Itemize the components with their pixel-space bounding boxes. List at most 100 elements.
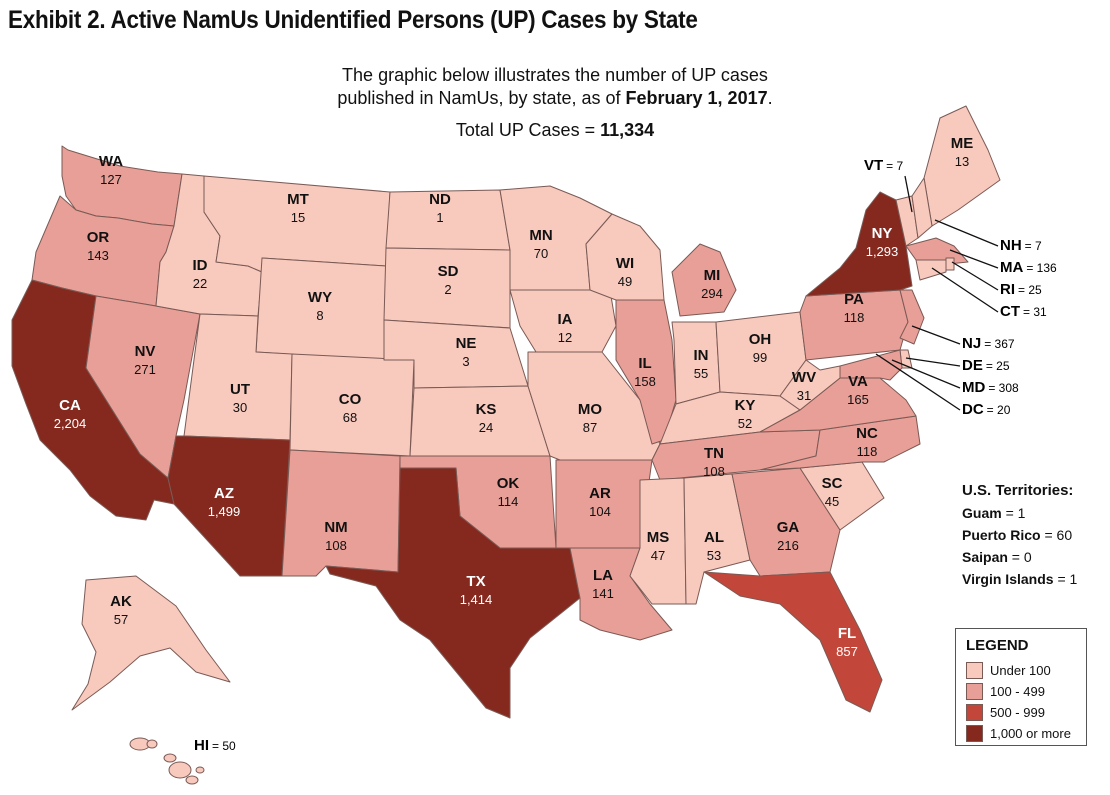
- state-abbr-label: MN: [529, 227, 552, 244]
- state-value-label: 31: [797, 388, 811, 403]
- callout-leader-line: [875, 353, 961, 411]
- state-abbr-label: KY: [735, 397, 756, 414]
- state-value-label: 114: [498, 494, 519, 509]
- territory-item: Puerto Rico = 60: [962, 524, 1077, 546]
- state-abbr-label: CO: [339, 391, 362, 408]
- state-abbr-label: IL: [638, 355, 651, 372]
- state-shapes: [11, 105, 1001, 785]
- state-abbr-label: AL: [704, 529, 724, 546]
- state-az: [167, 435, 291, 577]
- state-ak: [71, 575, 231, 711]
- state-value-label: 3: [462, 354, 469, 369]
- legend-item: 100 - 499: [966, 681, 1076, 702]
- state-value-label: 1,414: [460, 592, 493, 607]
- state-abbr-label: OK: [497, 475, 520, 492]
- legend-label: 100 - 499: [990, 684, 1045, 699]
- territory-value: = 0: [1011, 549, 1032, 565]
- state-nm: [281, 449, 401, 577]
- state-value-label: 143: [87, 248, 109, 263]
- state-abbr-label: TX: [466, 573, 485, 590]
- state-value-label: 271: [134, 362, 156, 377]
- state-abbr-label: ND: [429, 191, 451, 208]
- state-ri: [945, 257, 955, 271]
- state-abbr-label: PA: [844, 291, 864, 308]
- callout-leader-line: [905, 357, 961, 367]
- state-abbr-label: NV: [135, 343, 156, 360]
- state-value-label: 118: [844, 310, 865, 325]
- callout-label-de: DE = 25: [962, 357, 1010, 374]
- state-fl: [703, 571, 883, 713]
- callout-label-vt: VT = 7: [864, 157, 904, 174]
- state-abbr-label: LA: [593, 567, 613, 584]
- state-value-label: 99: [753, 350, 767, 365]
- state-value-label: 141: [592, 586, 614, 601]
- intro-line-1: The graphic below illustrates the number…: [342, 65, 768, 85]
- state-value-label: 30: [233, 400, 247, 415]
- callout-label-ma: MA = 136: [1000, 259, 1057, 276]
- legend-label: Under 100: [990, 663, 1051, 678]
- state-hi-island: [195, 766, 205, 774]
- total-value: 11,334: [600, 120, 655, 140]
- legend-swatch: [966, 704, 983, 721]
- state-md: [839, 349, 903, 381]
- state-me: [923, 105, 1001, 227]
- total-label: Total UP Cases =: [455, 120, 601, 140]
- callout-leader-line: [904, 175, 913, 213]
- state-ny: [805, 191, 913, 297]
- legend-heading: LEGEND: [966, 637, 1029, 654]
- state-wi: [585, 213, 665, 301]
- state-il: [615, 299, 677, 445]
- state-abbr-label: MO: [578, 401, 602, 418]
- state-value-label: 8: [316, 308, 323, 323]
- state-abbr-label: MS: [647, 529, 670, 546]
- state-abbr-label: UT: [230, 381, 250, 398]
- state-abbr-label: SC: [822, 475, 843, 492]
- state-hi-island: [185, 775, 199, 785]
- state-value-label: 165: [847, 392, 869, 407]
- state-value-label: 87: [583, 420, 597, 435]
- legend: LEGEND Under 100 100 - 499 500 - 999 1,0…: [955, 628, 1087, 746]
- callout-label-hi: HI = 50: [194, 737, 236, 754]
- state-abbr-label: OR: [87, 229, 110, 246]
- legend-item: Under 100: [966, 660, 1076, 681]
- state-hi-island: [146, 739, 158, 749]
- territories-heading: U.S. Territories:: [962, 482, 1074, 499]
- intro-text: The graphic below illustrates the number…: [300, 64, 810, 110]
- callout-label-ri: RI = 25: [1000, 281, 1042, 298]
- state-abbr-label: CA: [59, 397, 81, 414]
- territory-value: = 60: [1044, 527, 1073, 543]
- state-value-label: 13: [955, 154, 969, 169]
- total-cases: Total UP Cases = 11,334: [300, 120, 810, 141]
- state-abbr-label: ID: [193, 257, 208, 274]
- state-abbr-label: WI: [616, 255, 634, 272]
- state-abbr-label: KS: [476, 401, 497, 418]
- state-tx: [325, 467, 581, 719]
- state-abbr-label: NC: [856, 425, 878, 442]
- callout-label-nh: NH = 7: [1000, 237, 1042, 254]
- exhibit-title: Exhibit 2. Active NamUs Unidentified Per…: [8, 6, 698, 34]
- state-abbr-label: NY: [872, 225, 893, 242]
- state-value-label: 47: [651, 548, 665, 563]
- state-abbr-label: IA: [558, 311, 573, 328]
- state-value-label: 12: [558, 330, 572, 345]
- intro-line-2: published in NamUs, by state, as of Febr…: [300, 87, 810, 110]
- legend-label: 1,000 or more: [990, 726, 1071, 741]
- legend-label: 500 - 999: [990, 705, 1045, 720]
- callout-leader-line: [911, 325, 961, 345]
- callout-leader-line: [934, 219, 999, 247]
- state-value-label: 108: [325, 538, 347, 553]
- state-abbr-label: VA: [848, 373, 868, 390]
- state-abbr-label: ME: [951, 135, 974, 152]
- state-value-label: 857: [836, 644, 858, 659]
- territory-name: Saipan: [962, 549, 1008, 565]
- state-hi-island: [163, 753, 177, 763]
- state-value-label: 216: [777, 538, 799, 553]
- callout-label-nj: NJ = 367: [962, 335, 1015, 352]
- callout-leader-line: [891, 359, 961, 389]
- state-value-label: 45: [825, 494, 839, 509]
- legend-swatch: [966, 683, 983, 700]
- state-abbr-label: AR: [589, 485, 611, 502]
- state-value-label: 1: [436, 210, 443, 225]
- callout-label-dc: DC = 20: [962, 401, 1011, 418]
